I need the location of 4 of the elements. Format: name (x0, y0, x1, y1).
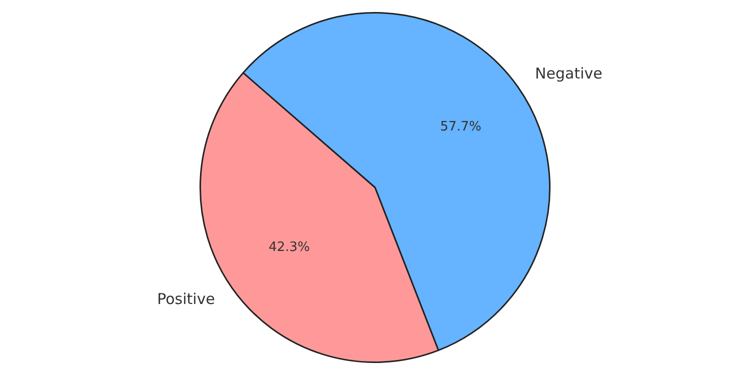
slice-label: Negative (535, 64, 602, 83)
data-label: 57.7% (440, 120, 482, 135)
slice-label: Positive (157, 290, 215, 308)
data-label: 42.3% (268, 240, 310, 256)
